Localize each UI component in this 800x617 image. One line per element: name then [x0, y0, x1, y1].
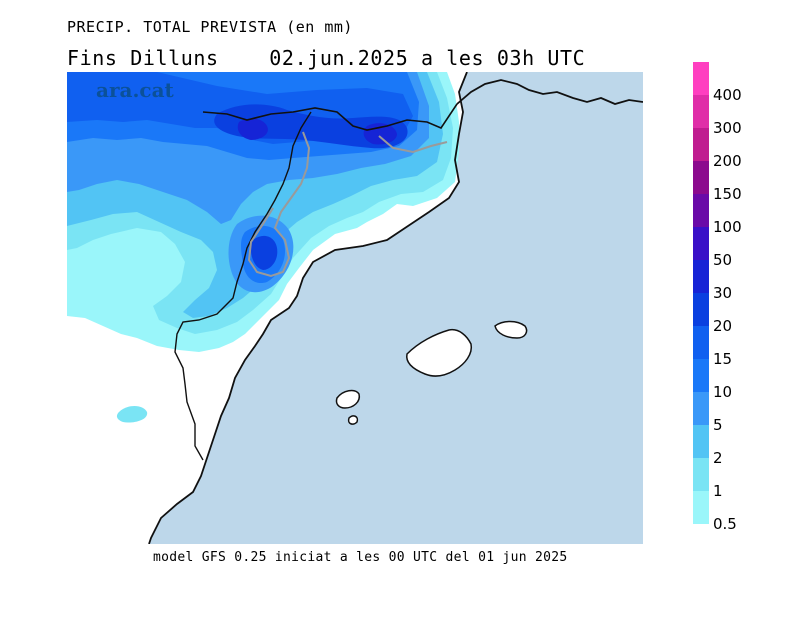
legend-label: 1: [713, 482, 723, 500]
border-france-spain: [202, 103, 458, 131]
legend-swatch: [693, 62, 709, 95]
legend-label: 50: [713, 251, 733, 269]
precipitation-map: [67, 72, 643, 544]
island-eivissa: [335, 389, 361, 409]
legend-label: 20: [713, 317, 733, 335]
legend-label: 5: [713, 416, 723, 434]
legend-swatch: [693, 425, 709, 458]
legend-swatch: [693, 458, 709, 491]
legend-swatch: [693, 359, 709, 392]
border-province: [378, 135, 448, 154]
legend-swatch: [693, 392, 709, 425]
legend-swatch: [693, 227, 709, 260]
legend-swatch: [693, 95, 709, 128]
precip-20mm-south: [251, 235, 278, 270]
legend-label: 30: [713, 284, 733, 302]
legend-label: 150: [713, 185, 742, 203]
legend-label: 100: [713, 218, 742, 236]
legend-label: 10: [713, 383, 733, 401]
precip-1mm-blob: [116, 406, 148, 423]
precip-30mm: [237, 118, 268, 140]
island-mallorca: [406, 328, 473, 377]
subtitle-date: 02.jun.2025 a les 03h UTC: [269, 46, 586, 70]
legend-swatch: [693, 260, 709, 293]
legend-label: 15: [713, 350, 733, 368]
coastline: [148, 72, 468, 544]
legend-swatch: [693, 491, 709, 524]
legend-swatch: [693, 161, 709, 194]
border-catalonia-aragon: [174, 111, 312, 461]
subtitle-day: Fins Dilluns: [67, 46, 219, 70]
legend-label: 400: [713, 86, 742, 104]
legend-swatch: [693, 128, 709, 161]
island-formentera: [347, 415, 359, 425]
legend-swatch: [693, 293, 709, 326]
legend-label: 2: [713, 449, 723, 467]
map-subtitle: Fins Dilluns 02.jun.2025 a les 03h UTC: [67, 46, 585, 70]
legend-label: 200: [713, 152, 742, 170]
france-coast: [456, 79, 643, 105]
legend-swatch: [693, 194, 709, 227]
border-andorra: [247, 131, 311, 278]
island-menorca: [494, 320, 528, 339]
legend-label: 300: [713, 119, 742, 137]
watermark-logo: ara.cat: [96, 78, 174, 102]
model-info: model GFS 0.25 iniciat a les 00 UTC del …: [153, 550, 568, 565]
map-canvas: [67, 72, 643, 544]
legend-swatch: [693, 326, 709, 359]
legend-label: 0.5: [713, 515, 737, 533]
map-title: PRECIP. TOTAL PREVISTA (en mm): [67, 18, 353, 36]
